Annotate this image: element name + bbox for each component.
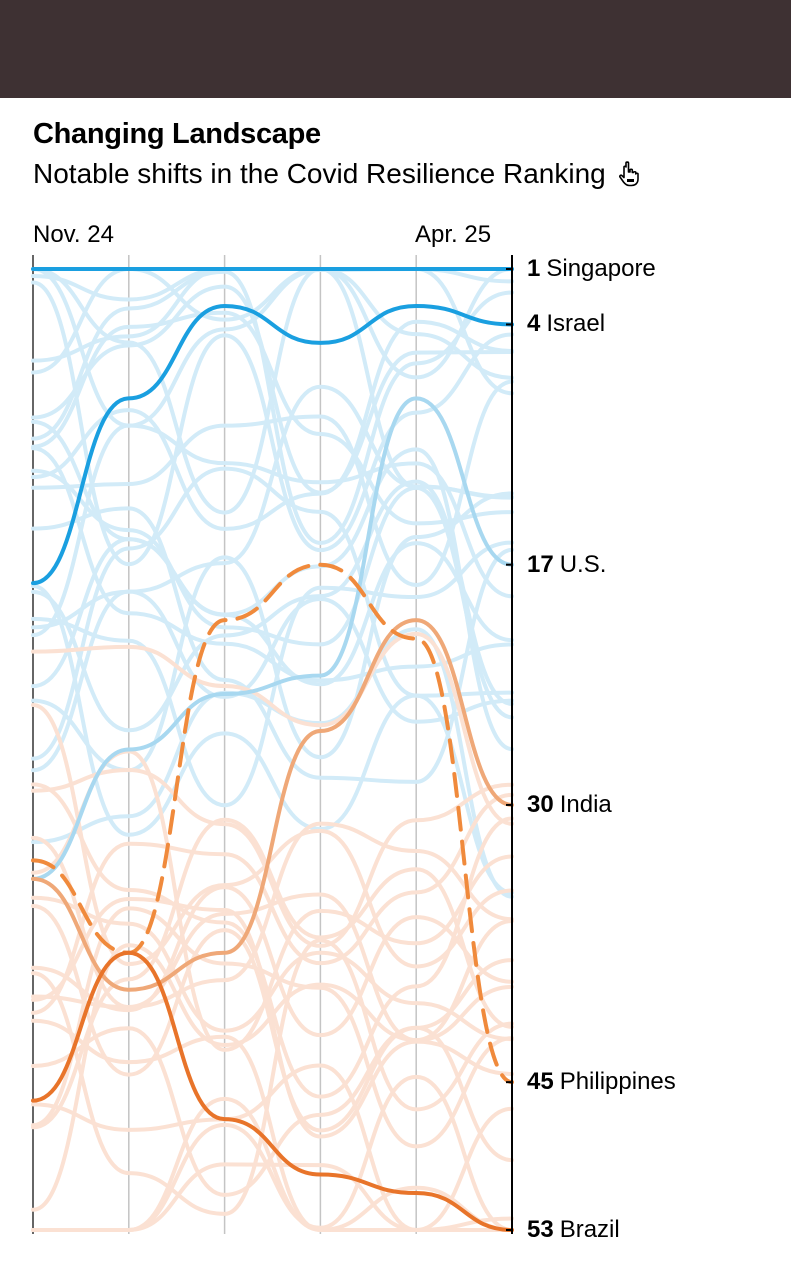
end-label-rank: 53 xyxy=(527,1216,554,1243)
end-label-israel: 4 Israel xyxy=(527,309,605,339)
end-label-country: India xyxy=(559,790,612,818)
background-line xyxy=(31,906,514,1149)
end-label-country: Philippines xyxy=(559,1068,676,1096)
background-line xyxy=(31,506,514,784)
end-label-country: U.S. xyxy=(559,550,607,578)
background-line xyxy=(31,319,514,531)
highlighted-lines xyxy=(31,266,514,1232)
series-line-us[interactable] xyxy=(31,396,514,881)
end-label-india: 30 India xyxy=(527,790,612,820)
x-tick-start: Nov. 24 xyxy=(33,221,114,248)
chart-title: Changing Landscape xyxy=(33,118,321,150)
background-line xyxy=(31,266,514,515)
background-line xyxy=(31,1018,514,1233)
end-label-us: 17 U.S. xyxy=(527,550,606,580)
background-line xyxy=(31,540,514,808)
background-line xyxy=(31,269,514,546)
x-tick-end: Apr. 25 xyxy=(415,221,492,248)
series-line-brazil[interactable] xyxy=(31,950,514,1232)
end-label-philippines: 45 Philippines xyxy=(527,1067,676,1097)
background-line xyxy=(31,792,514,1015)
end-label-brazil: 53 Brazil xyxy=(527,1215,620,1245)
background-line xyxy=(31,423,514,638)
background-line xyxy=(31,817,514,1130)
background-line xyxy=(31,479,514,733)
end-label-rank: 45 xyxy=(527,1068,554,1096)
chart-subtitle: Notable shifts in the Covid Resilience R… xyxy=(33,156,640,192)
end-label-singapore: 1 Singapore xyxy=(527,254,656,284)
background-line xyxy=(31,284,514,495)
end-label-country: Brazil xyxy=(559,1216,620,1243)
top-bar xyxy=(0,0,791,98)
background-line xyxy=(31,446,514,683)
background-line xyxy=(31,892,514,1043)
background-lines xyxy=(31,266,514,1233)
end-label-country: Israel xyxy=(546,310,606,338)
end-label-rank: 30 xyxy=(527,790,554,818)
end-axis xyxy=(506,255,513,1234)
end-label-rank: 17 xyxy=(527,550,554,578)
end-label-rank: 4 xyxy=(527,310,541,338)
hand-pointer-icon[interactable] xyxy=(618,161,640,187)
background-line xyxy=(31,938,514,1216)
background-line xyxy=(31,1162,514,1233)
series-line-india[interactable] xyxy=(31,618,514,992)
background-line xyxy=(31,702,514,969)
chart-subtitle-text: Notable shifts in the Covid Resilience R… xyxy=(33,158,606,189)
background-line xyxy=(31,782,514,1099)
background-line xyxy=(31,589,514,773)
background-line xyxy=(31,310,514,526)
series-line-israel[interactable] xyxy=(31,303,514,586)
background-line xyxy=(31,266,514,380)
end-label-country: Singapore xyxy=(546,255,656,282)
end-label-rank: 1 xyxy=(527,255,541,282)
background-line xyxy=(31,583,514,895)
background-line xyxy=(31,631,514,826)
